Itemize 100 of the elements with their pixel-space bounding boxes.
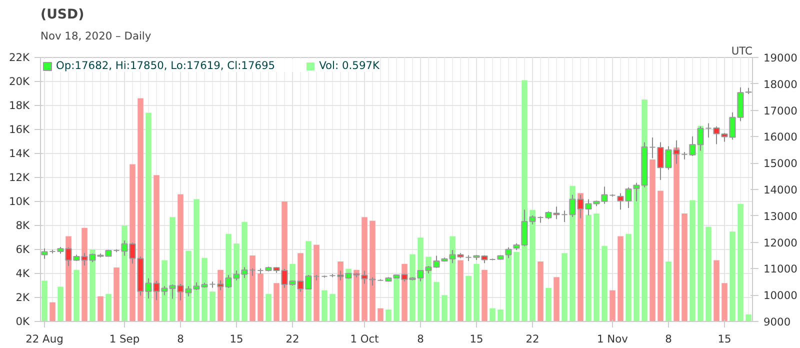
bar xyxy=(250,256,256,322)
bar xyxy=(170,217,176,322)
bar xyxy=(578,193,584,322)
y2-tick-label: 13000 xyxy=(764,210,798,223)
bar xyxy=(234,244,240,322)
bar xyxy=(546,288,552,322)
bar xyxy=(738,204,744,322)
bar xyxy=(154,175,160,322)
bar xyxy=(386,310,392,322)
bar xyxy=(370,220,376,322)
bar xyxy=(186,250,192,322)
bar xyxy=(266,294,272,322)
bar xyxy=(450,236,456,322)
x-tick-label: 22 Aug xyxy=(26,332,64,346)
chart-subtitle: Nov 18, 2020 – Daily xyxy=(40,30,152,42)
y2-tick-label: 15000 xyxy=(764,157,798,170)
bar xyxy=(146,112,152,322)
y2-tick-label: 12000 xyxy=(764,236,798,250)
bar xyxy=(322,290,328,322)
bar xyxy=(730,232,736,322)
y-tick-label: 0K xyxy=(16,315,31,328)
bar xyxy=(290,264,296,322)
bar xyxy=(594,214,600,322)
y2-tick-label: 10000 xyxy=(764,289,798,302)
bar xyxy=(490,308,496,322)
bar xyxy=(610,290,616,322)
bar xyxy=(210,292,216,322)
bar xyxy=(690,200,696,322)
bar xyxy=(194,199,200,322)
y-tick-label: 6K xyxy=(16,243,31,256)
bar xyxy=(426,256,432,322)
x-tick-label: 15 xyxy=(230,332,244,346)
bar xyxy=(58,286,64,322)
bar xyxy=(618,236,624,322)
bar xyxy=(354,270,360,322)
bar xyxy=(434,282,440,322)
y-tick-label: 16K xyxy=(8,123,31,136)
bar xyxy=(722,283,728,322)
y-tick-label: 20K xyxy=(8,75,31,88)
bar xyxy=(626,234,632,322)
candlestick xyxy=(505,246,512,259)
bar xyxy=(258,274,264,322)
bar xyxy=(274,283,280,322)
bar xyxy=(674,148,680,322)
y2-tick-label: 17000 xyxy=(764,104,798,118)
x-tick-label: 15 xyxy=(470,332,484,346)
y2-tick-label: 11000 xyxy=(764,262,798,276)
bar xyxy=(74,270,80,322)
y2-tick-label: 19000 xyxy=(764,52,798,64)
bar xyxy=(538,262,544,322)
y-tick-label: 12K xyxy=(8,171,31,184)
bar xyxy=(658,190,664,322)
y2-tick-label: 18000 xyxy=(764,78,798,91)
y-tick-label: 2K xyxy=(16,291,31,304)
x-tick-label: 22 xyxy=(526,332,540,346)
bar xyxy=(330,294,336,322)
bar xyxy=(98,296,104,322)
bar xyxy=(314,244,320,322)
y-tick-label: 22K xyxy=(8,51,31,64)
y-tick-label: 8K xyxy=(16,219,31,232)
bar xyxy=(530,210,536,322)
bar xyxy=(650,160,656,322)
bar xyxy=(346,268,352,322)
y-tick-label: 18K xyxy=(8,99,31,112)
bar xyxy=(114,268,120,322)
x-tick-label: 8 xyxy=(177,332,184,346)
y-tick-label: 14K xyxy=(8,147,31,160)
x-tick-label: 15 xyxy=(718,332,732,346)
bar xyxy=(586,214,592,322)
bar xyxy=(562,253,568,322)
bar xyxy=(106,294,112,322)
bar xyxy=(474,264,480,322)
bar xyxy=(714,260,720,322)
x-tick-label: 1 Nov xyxy=(597,332,628,346)
x-tick-label: 22 xyxy=(286,332,300,346)
y2-tick-label: 9000 xyxy=(764,316,791,328)
bar xyxy=(362,217,368,322)
y-tick-label: 10K xyxy=(8,195,31,208)
bar xyxy=(202,258,208,322)
bar xyxy=(442,295,448,322)
bar xyxy=(554,277,560,322)
y-tick-label: 4K xyxy=(16,267,31,280)
bar xyxy=(706,226,712,322)
x-tick-label: 8 xyxy=(665,332,672,346)
y2-tick-label: 14000 xyxy=(764,184,798,196)
bar xyxy=(410,254,416,322)
bar xyxy=(218,270,224,322)
bar xyxy=(466,276,472,322)
bar xyxy=(498,310,504,322)
x-tick-label: 1 Oct xyxy=(350,332,379,346)
bar xyxy=(394,278,400,322)
x-tick-label: 8 xyxy=(417,332,424,346)
annotation: UTC xyxy=(731,44,752,58)
bar xyxy=(666,262,672,322)
bar xyxy=(378,308,384,322)
bar xyxy=(746,314,752,322)
bar xyxy=(242,222,248,322)
bar xyxy=(482,270,488,322)
y2-tick-label: 16000 xyxy=(764,130,798,144)
bar xyxy=(514,252,520,322)
